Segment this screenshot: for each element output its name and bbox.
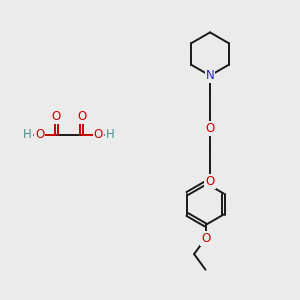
Text: O: O — [52, 110, 61, 124]
Text: O: O — [206, 122, 214, 135]
Text: H: H — [23, 128, 32, 142]
Text: H: H — [106, 128, 115, 142]
Text: N: N — [206, 69, 214, 82]
Text: O: O — [77, 110, 86, 124]
Text: O: O — [206, 175, 214, 188]
Text: O: O — [201, 232, 210, 245]
Text: O: O — [35, 128, 44, 142]
Text: O: O — [94, 128, 103, 142]
